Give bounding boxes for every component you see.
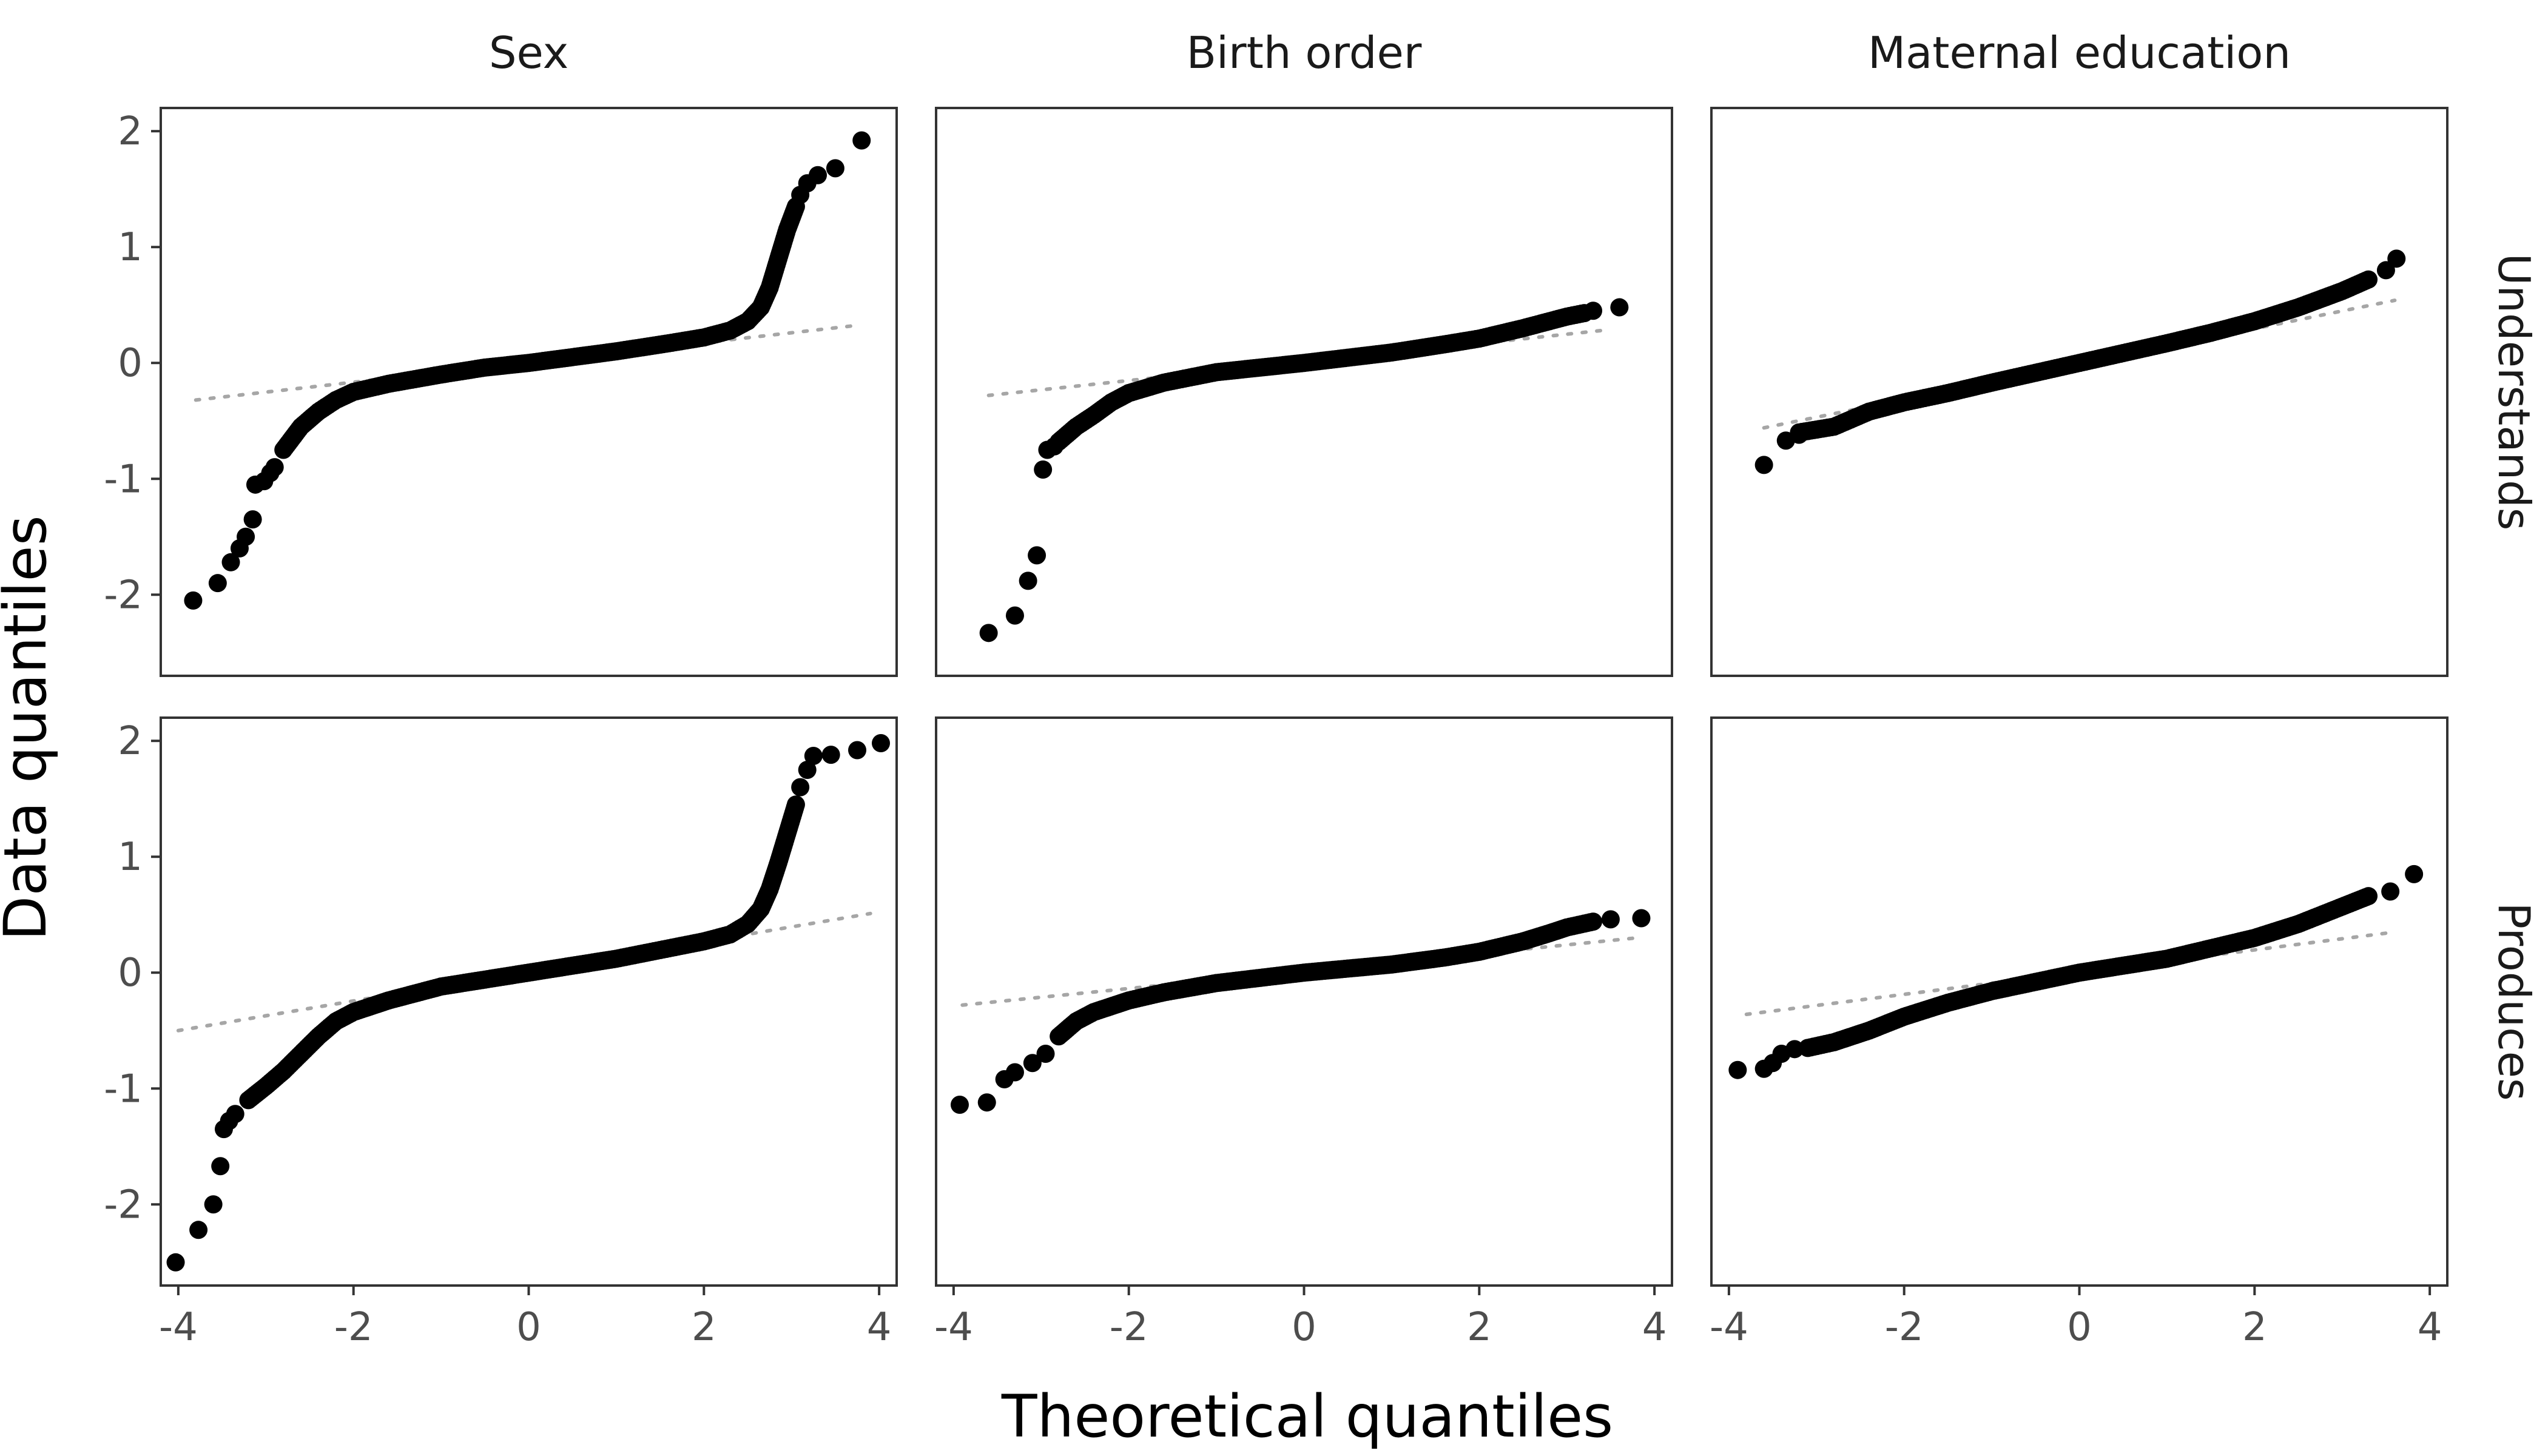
data-point [204,1195,223,1214]
panel-frame [1710,107,2449,677]
y-tick-label: 1 [118,225,143,270]
facet-panel [935,107,1673,677]
x-tick-label: 4 [1642,1305,1667,1350]
x-tick-label: 0 [516,1305,541,1350]
data-point [1028,546,1046,565]
data-point [1632,909,1651,928]
data-point [211,1157,230,1176]
data-point [1601,910,1620,929]
x-tick-label: 2 [1467,1305,1492,1350]
data-point [848,741,867,760]
data-point [1790,425,1808,444]
column-strip-label: Maternal education [1868,27,2291,78]
data-point [221,553,240,571]
data-point [1584,912,1603,931]
panel-frame [160,107,898,677]
facet-panel: -2 -1 0 1 2 -4 -2 0 2 4 [104,716,898,1350]
row-strip-label: Produces [2489,903,2540,1101]
x-tick-label: 4 [867,1305,892,1350]
y-tick-label: -1 [104,457,143,502]
data-point [189,1221,208,1239]
row-strip-label: Understands [2489,254,2540,531]
data-point [226,1105,244,1124]
x-axis-title: Theoretical quantiles [1001,1383,1613,1451]
x-tick-label: -2 [334,1305,373,1350]
data-point [1005,606,1024,625]
data-point [265,458,284,477]
panel-frame [160,716,898,1287]
data-point [1036,1044,1055,1063]
x-tick-label: -4 [934,1305,973,1350]
data-point [826,159,844,178]
panel-frame [935,107,1673,677]
data-point [809,166,827,184]
y-tick-label: -2 [104,1182,143,1227]
column-strip-label: Sex [489,27,568,78]
x-tick-label: 2 [2242,1305,2267,1350]
facet-panel: -4 -2 0 2 4 [1710,716,2449,1350]
data-point [1754,456,1773,474]
x-tick-label: -2 [1110,1305,1148,1350]
data-point [977,1093,996,1112]
data-point [798,760,817,779]
x-tick-label: 2 [692,1305,716,1350]
x-tick-label: -4 [159,1305,198,1350]
data-point [852,131,871,150]
data-point [2387,249,2406,268]
data-point [1019,571,1037,590]
data-point [1584,302,1603,320]
y-tick-label: -1 [104,1067,143,1111]
data-point [2405,864,2424,883]
column-strip-label: Birth order [1187,27,1422,78]
y-tick-label: 0 [118,341,143,386]
data-point [237,527,255,546]
panel-frame [935,716,1673,1287]
data-point [166,1253,185,1272]
panel-frame [1710,716,2449,1287]
y-tick-label: 0 [118,951,143,996]
data-point [791,778,810,797]
x-tick-label: 0 [1292,1305,1316,1350]
y-tick-label: -2 [104,573,143,618]
data-point [2381,882,2400,901]
facet-panels: Sex Birth order Maternal education Understa… [104,27,2540,1350]
y-axis-title: Data quantiles [0,515,59,940]
data-point [243,510,262,529]
data-point [786,795,805,814]
data-point [872,734,891,753]
facet-panel: -2 -1 0 1 2 [104,107,898,677]
data-point [2376,261,2395,280]
y-tick-label: 1 [118,835,143,880]
data-point [979,624,998,642]
facet-panel: -4 -2 0 2 4 [934,716,1673,1350]
data-point [208,574,227,593]
data-point [804,747,823,766]
data-point [1610,298,1629,317]
data-point [2359,270,2378,289]
x-tick-label: 0 [2067,1305,2092,1350]
data-point [1728,1060,1747,1079]
data-point [950,1096,969,1114]
facet-panel [1710,107,2449,677]
data-point [1045,437,1063,456]
x-tick-label: -2 [1885,1305,1924,1350]
data-point [1785,1040,1804,1059]
x-tick-label: 4 [2418,1305,2442,1350]
data-point [821,746,840,764]
x-tick-label: -4 [1710,1305,1748,1350]
y-tick-label: 2 [118,109,143,154]
data-point [2359,887,2378,906]
data-point [1034,460,1053,479]
y-tick-label: 2 [118,719,143,764]
data-point [1023,1054,1042,1073]
data-point [184,591,203,610]
data-point [1005,1063,1024,1082]
